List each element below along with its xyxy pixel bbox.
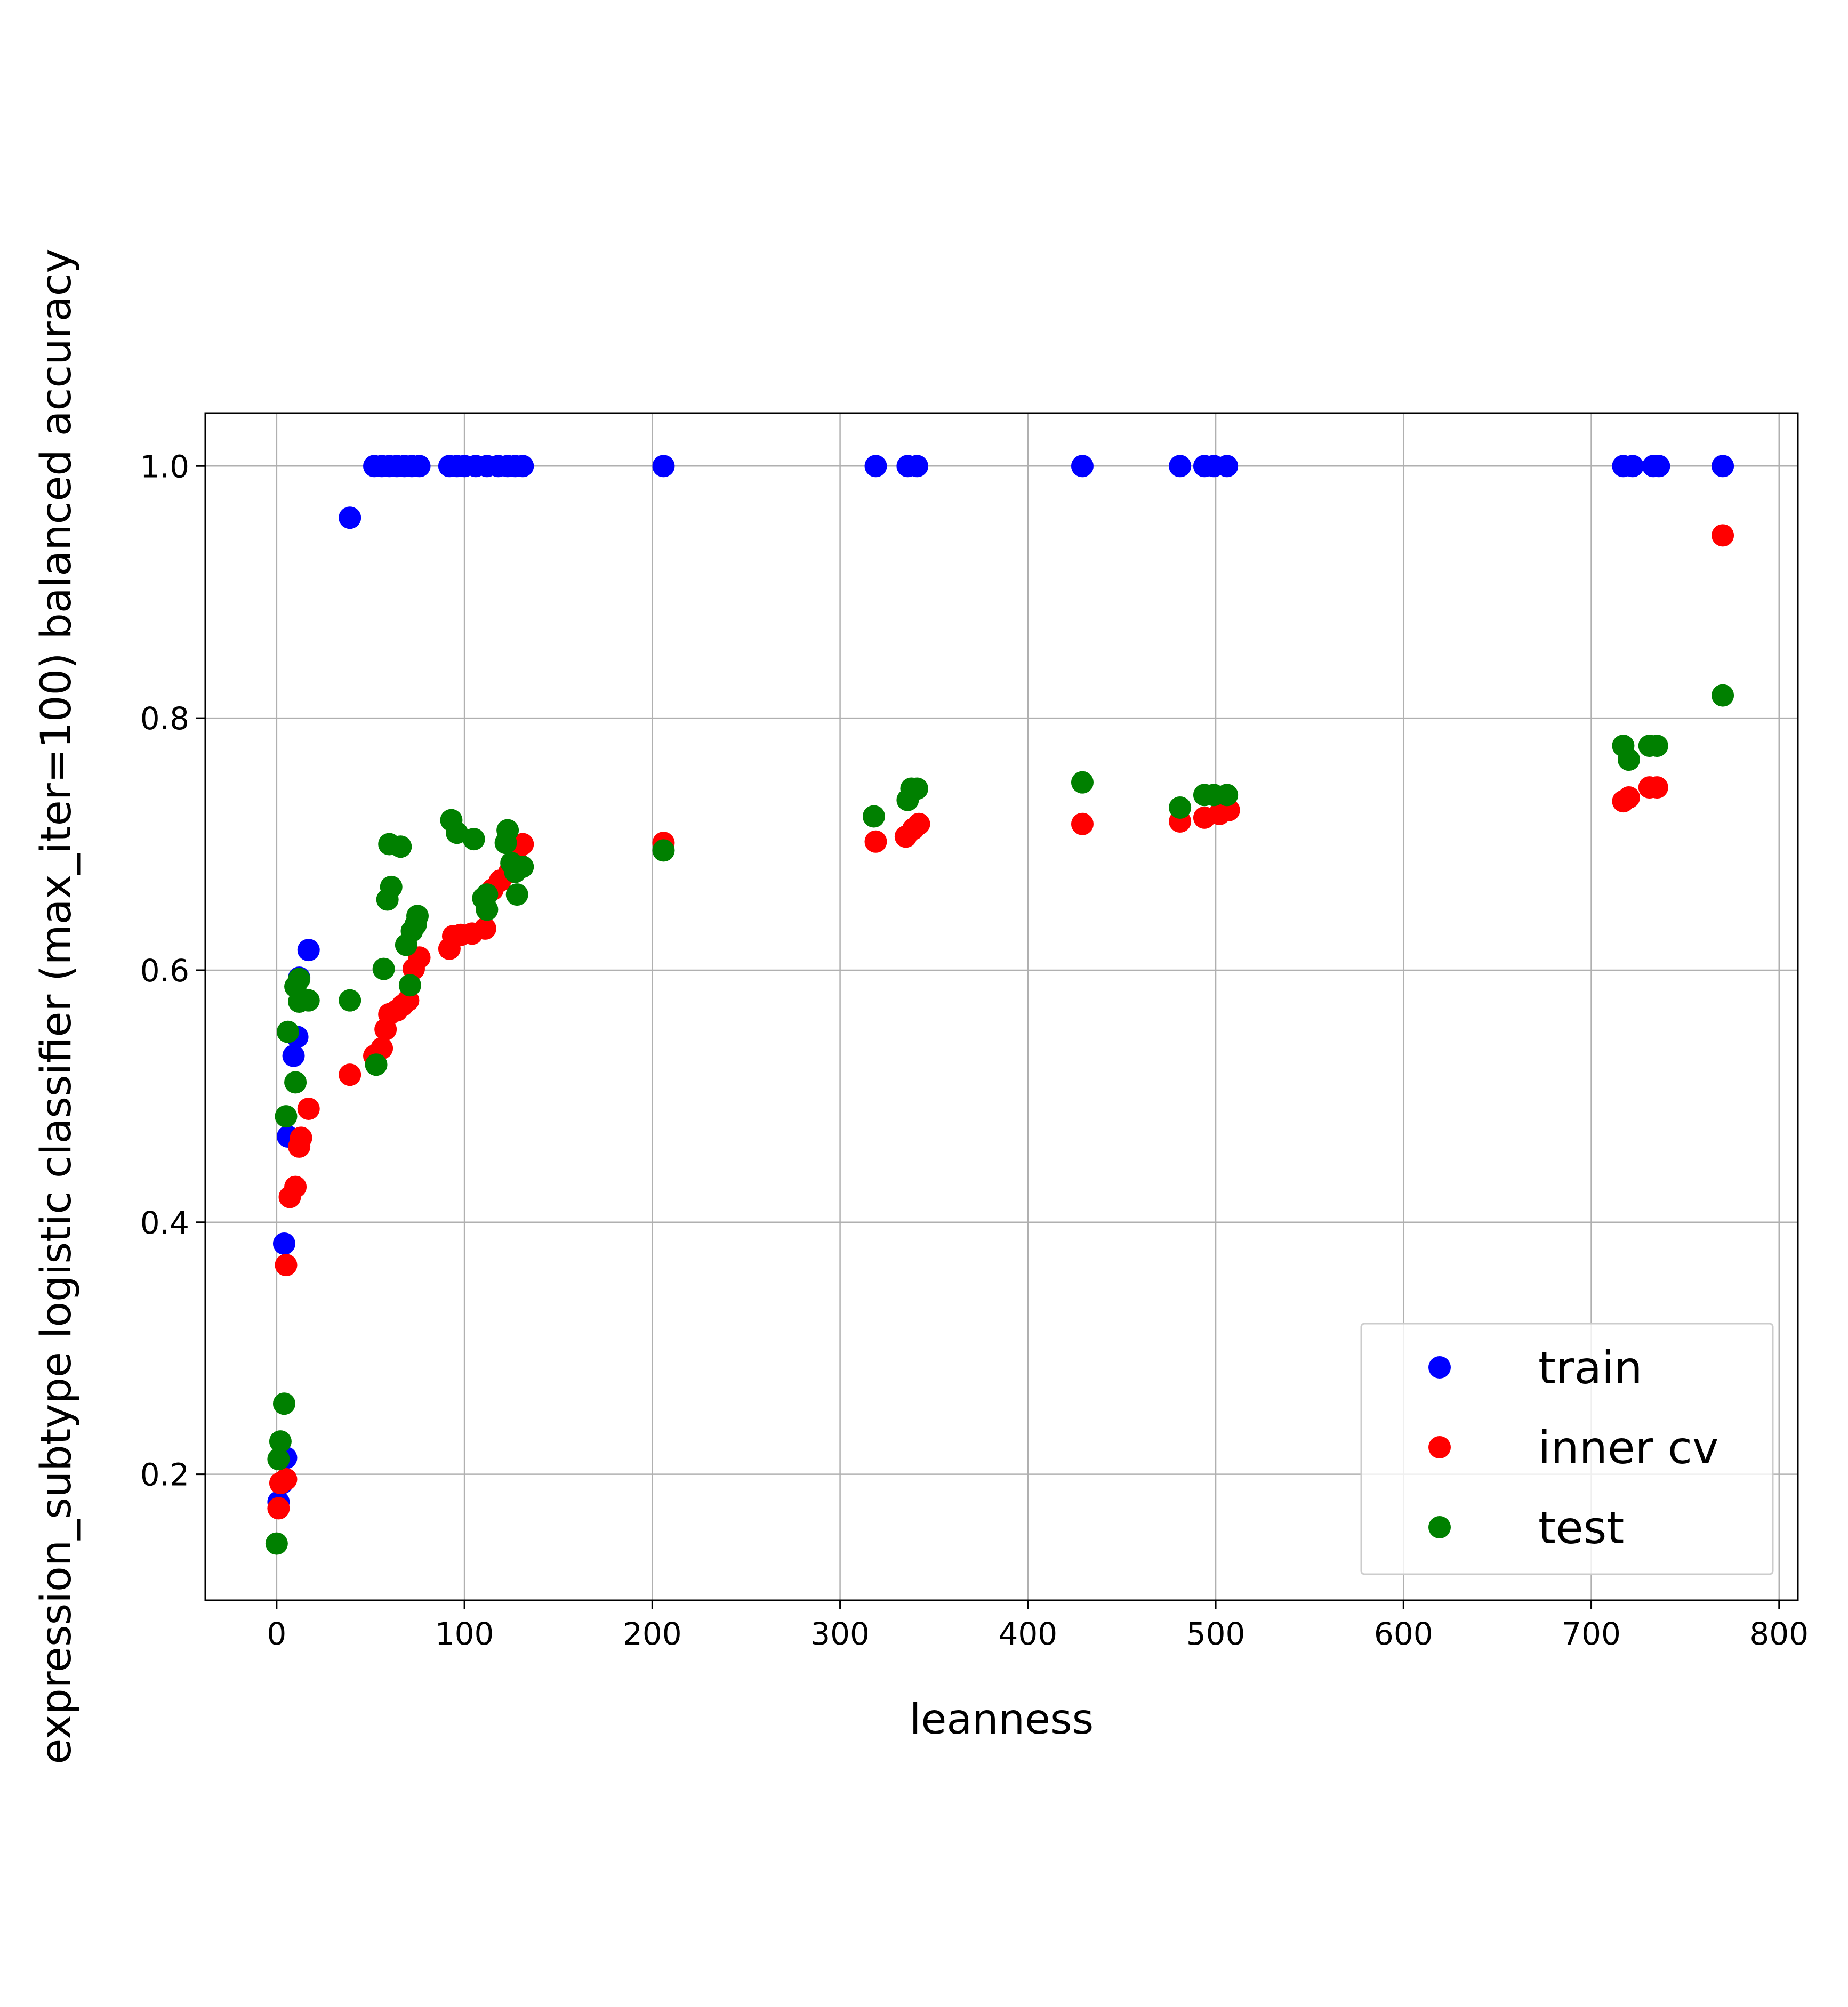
point-inner-cv bbox=[864, 830, 887, 853]
y-axis-label: expression_subtype logistic classifier (… bbox=[33, 248, 81, 1764]
point-test bbox=[462, 828, 485, 851]
y-tick-label: 1.0 bbox=[140, 448, 189, 485]
x-tick-label: 100 bbox=[435, 1616, 494, 1652]
point-test bbox=[276, 1020, 299, 1043]
point-inner-cv bbox=[275, 1254, 298, 1277]
legend-marker bbox=[1428, 1436, 1451, 1458]
point-test bbox=[652, 839, 675, 862]
point-test bbox=[398, 974, 421, 997]
point-test bbox=[365, 1053, 388, 1076]
y-tick-label: 0.2 bbox=[140, 1457, 189, 1493]
point-test bbox=[269, 1430, 292, 1453]
point-test bbox=[339, 989, 361, 1012]
point-inner-cv bbox=[473, 917, 496, 940]
point-train bbox=[864, 455, 887, 478]
point-train bbox=[272, 1232, 295, 1255]
point-train bbox=[511, 455, 534, 478]
point-test bbox=[1617, 748, 1640, 771]
point-test bbox=[1216, 784, 1239, 807]
x-tick-label: 200 bbox=[623, 1616, 682, 1652]
point-test bbox=[511, 856, 534, 878]
point-train bbox=[1621, 455, 1644, 478]
x-tick-label: 0 bbox=[267, 1616, 286, 1652]
y-tick-label: 0.4 bbox=[140, 1205, 189, 1241]
point-inner-cv bbox=[1712, 524, 1734, 547]
x-tick-label: 800 bbox=[1749, 1616, 1809, 1652]
point-inner-cv bbox=[1071, 812, 1094, 835]
point-test bbox=[288, 968, 311, 990]
legend-label: train bbox=[1538, 1342, 1643, 1394]
point-train bbox=[408, 455, 431, 478]
point-train bbox=[1169, 455, 1192, 478]
point-test bbox=[496, 819, 519, 842]
point-test bbox=[267, 1448, 290, 1471]
point-test bbox=[275, 1105, 298, 1128]
point-inner-cv bbox=[1617, 786, 1640, 809]
legend-label: test bbox=[1538, 1502, 1624, 1554]
point-test bbox=[1712, 684, 1734, 707]
y-tick-label: 0.6 bbox=[140, 953, 189, 989]
legend: train inner cv test bbox=[1360, 1323, 1774, 1575]
point-inner-cv bbox=[267, 1497, 290, 1520]
point-train bbox=[339, 506, 361, 529]
point-test bbox=[284, 1071, 307, 1094]
point-test bbox=[862, 805, 885, 828]
x-tick-label: 300 bbox=[810, 1616, 870, 1652]
x-tick-label: 600 bbox=[1374, 1616, 1433, 1652]
point-test bbox=[297, 989, 320, 1012]
point-test bbox=[265, 1532, 288, 1555]
point-inner-cv bbox=[290, 1126, 312, 1149]
x-axis-label: leanness bbox=[910, 1696, 1094, 1744]
point-test bbox=[1645, 735, 1668, 757]
point-test bbox=[1071, 771, 1094, 794]
point-inner-cv bbox=[339, 1063, 361, 1086]
data-points bbox=[265, 455, 1734, 1555]
point-test bbox=[380, 875, 403, 898]
series-test bbox=[265, 684, 1734, 1555]
point-train bbox=[1071, 455, 1094, 478]
point-test bbox=[476, 898, 499, 921]
point-inner-cv bbox=[275, 1468, 298, 1491]
point-train bbox=[652, 455, 675, 478]
point-inner-cv bbox=[297, 1097, 320, 1120]
point-inner-cv bbox=[511, 833, 534, 856]
point-inner-cv bbox=[284, 1175, 307, 1198]
point-test bbox=[372, 957, 395, 980]
legend-frame bbox=[1360, 1323, 1774, 1575]
x-tick-label: 400 bbox=[998, 1616, 1057, 1652]
legend-marker bbox=[1428, 1516, 1451, 1538]
legend-marker bbox=[1428, 1356, 1451, 1379]
axis-ticks: 0 100 200 300 400 500 600 700 800 0.2 0.4 0.6 0.8 1.0 bbox=[140, 448, 1809, 1652]
point-test bbox=[446, 821, 469, 844]
point-test bbox=[389, 835, 412, 858]
point-inner-cv bbox=[1645, 776, 1668, 799]
point-train bbox=[905, 455, 928, 478]
point-test bbox=[272, 1392, 295, 1415]
legend-label: inner cv bbox=[1538, 1422, 1719, 1474]
point-train bbox=[297, 939, 320, 962]
point-test bbox=[406, 905, 429, 928]
point-train bbox=[1216, 455, 1239, 478]
point-train bbox=[282, 1044, 305, 1067]
point-test bbox=[1169, 796, 1192, 819]
point-train bbox=[1712, 455, 1734, 478]
point-test bbox=[905, 777, 928, 800]
point-inner-cv bbox=[907, 812, 930, 835]
point-train bbox=[1648, 455, 1670, 478]
plot-frame bbox=[204, 412, 1799, 1601]
point-test bbox=[505, 883, 528, 906]
x-tick-label: 700 bbox=[1562, 1616, 1621, 1652]
y-tick-label: 0.8 bbox=[140, 700, 189, 737]
x-tick-label: 500 bbox=[1186, 1616, 1246, 1652]
